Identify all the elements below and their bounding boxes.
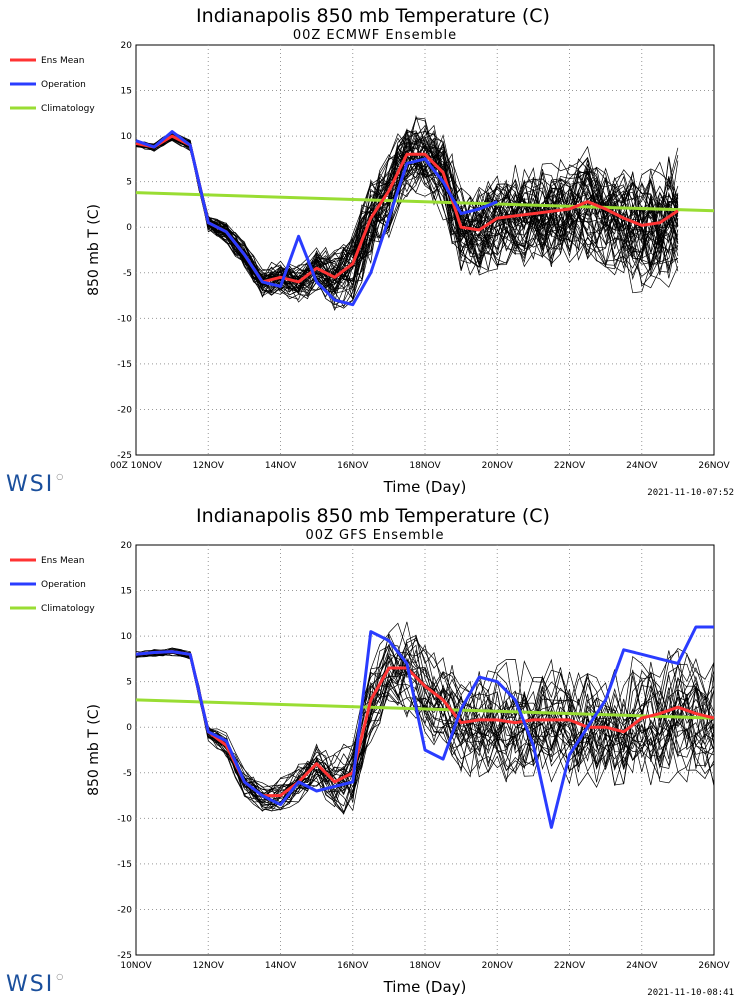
chart-subtitle: 00Z ECMWF Ensemble — [293, 28, 457, 43]
legend-label: Operation — [41, 80, 86, 90]
x-axis-label: Time (Day) — [383, 978, 467, 996]
y-tick-label: 10 — [121, 632, 133, 642]
legend-label: Ens Mean — [41, 56, 84, 66]
ensemble-member-line — [135, 138, 679, 303]
y-tick-label: -25 — [117, 951, 132, 961]
x-tick-label: 16NOV — [337, 961, 369, 971]
legend-label: Climatology — [41, 604, 95, 614]
x-tick-label: 00Z 10NOV — [110, 461, 163, 471]
ensemble-member-line — [135, 139, 679, 293]
ensemble-member-line — [135, 130, 679, 292]
gfs-chart-svg: Indianapolis 850 mb Temperature (C)00Z G… — [10, 505, 730, 996]
y-tick-label: 0 — [126, 223, 132, 233]
chart-title: Indianapolis 850 mb Temperature (C) — [196, 5, 550, 27]
y-tick-label: 20 — [121, 541, 133, 551]
y-tick-label: 15 — [121, 87, 132, 97]
logo-text: WSI — [6, 972, 55, 997]
x-tick-label: 20NOV — [482, 961, 514, 971]
x-tick-label: 24NOV — [626, 461, 658, 471]
ecmwf-chart-svg: Indianapolis 850 mb Temperature (C)00Z E… — [10, 5, 730, 496]
ensemble-member-line — [135, 136, 679, 295]
y-tick-label: -20 — [117, 405, 132, 415]
y-tick-label: -20 — [117, 905, 132, 915]
climatology-line — [135, 698, 715, 720]
timestamp: 2021-11-10-07:52 — [647, 488, 734, 498]
y-tick-label: -10 — [117, 814, 132, 824]
ensemble-member-line — [135, 651, 715, 805]
legend-label: Ens Mean — [41, 556, 84, 566]
y-tick-label: 10 — [121, 132, 133, 142]
ens-mean-line — [135, 650, 715, 798]
x-axis-label: Time (Day) — [383, 478, 467, 496]
ensemble-member-line — [135, 139, 679, 308]
x-tick-label: 20NOV — [482, 461, 514, 471]
y-tick-label: -15 — [117, 360, 132, 370]
x-tick-label: 18NOV — [409, 961, 441, 971]
legend: Ens Mean Operation Climatology — [10, 556, 95, 614]
x-tick-label: 22NOV — [554, 461, 586, 471]
legend: Ens Mean Operation Climatology — [10, 56, 95, 114]
legend-label: Climatology — [41, 104, 95, 114]
y-axis-label: 850 mb T (C) — [86, 704, 102, 796]
wsi-logo: WSI ○ — [6, 972, 66, 997]
operation-line — [135, 130, 498, 307]
x-tick-label: 14NOV — [265, 961, 297, 971]
x-tick-label: 26NOV — [698, 461, 730, 471]
ecmwf-chart-panel: Indianapolis 850 mb Temperature (C) 00Z E… — [6, 5, 734, 498]
x-tick-label: 22NOV — [554, 961, 586, 971]
y-tick-label: 5 — [126, 178, 132, 188]
gfs-chart-panel: Indianapolis 850 mb Temperature (C) 00Z G… — [0, 500, 750, 1000]
operation-line — [135, 625, 714, 829]
wsi-logo: WSI ○ — [6, 472, 66, 497]
x-tick-label: 24NOV — [626, 961, 658, 971]
y-tick-label: 0 — [126, 723, 132, 733]
x-tick-label: 12NOV — [193, 461, 225, 471]
logo-text: WSI — [6, 472, 55, 497]
x-tick-label: 18NOV — [409, 461, 441, 471]
ensemble-member-line — [135, 621, 715, 792]
x-tick-label: 16NOV — [337, 461, 369, 471]
x-tick-label: 12NOV — [193, 961, 225, 971]
chart-subtitle: 00Z GFS Ensemble — [305, 528, 444, 543]
y-axis-label: 850 mb T (C) — [86, 204, 102, 296]
timestamp: 2021-11-10-08:41 — [647, 988, 734, 998]
x-tick-label: 14NOV — [265, 461, 297, 471]
y-tick-label: -10 — [117, 314, 132, 324]
y-tick-label: -5 — [123, 769, 132, 779]
x-tick-label: 26NOV — [698, 961, 730, 971]
legend-label: Operation — [41, 580, 86, 590]
chart-title: Indianapolis 850 mb Temperature (C) — [196, 505, 550, 527]
ensemble-member-line — [135, 651, 715, 815]
climatology-line — [135, 191, 715, 213]
y-tick-label: -25 — [117, 451, 132, 461]
y-tick-label: 5 — [126, 678, 132, 688]
y-tick-label: 20 — [121, 41, 133, 51]
x-tick-label: 10NOV — [120, 961, 152, 971]
y-tick-label: -15 — [117, 860, 132, 870]
y-tick-label: 15 — [121, 587, 132, 597]
y-tick-label: -5 — [123, 269, 132, 279]
